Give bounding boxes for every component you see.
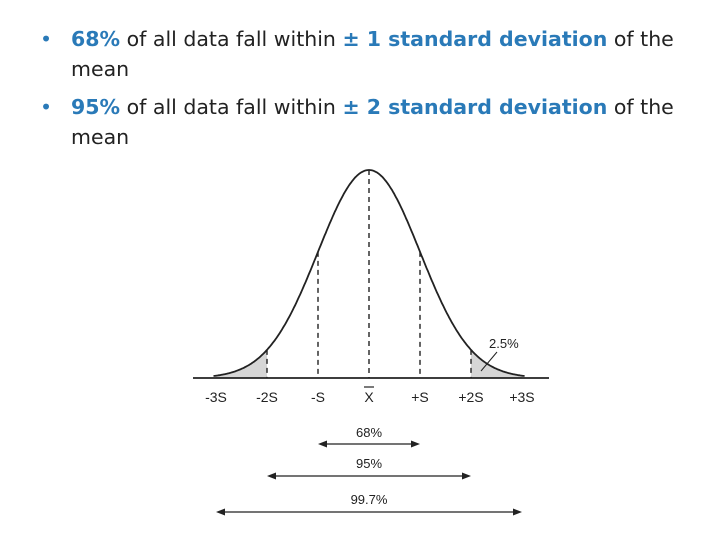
- bullet-text-end: of the mean: [71, 95, 674, 149]
- bullet-text: of all data fall within: [126, 27, 336, 51]
- axis-label-plus2s: +2S: [458, 389, 483, 405]
- range-arrows: 68% 95% 99.7%: [216, 425, 522, 516]
- arrowhead: [411, 440, 420, 448]
- arrowhead: [513, 508, 522, 516]
- range-label-997: 99.7%: [351, 492, 388, 507]
- arrowhead: [267, 472, 276, 480]
- arrowhead: [216, 508, 225, 516]
- range-2sd: ± 2 standard deviation: [342, 95, 608, 119]
- percent-95: 95%: [71, 95, 121, 119]
- range-label-68: 68%: [356, 425, 382, 440]
- left-tail-shade: [216, 349, 267, 378]
- bullet-text-end: of the mean: [71, 27, 674, 81]
- bullet-dot: •: [40, 27, 53, 51]
- axis-label-plus1s: +S: [411, 389, 429, 405]
- axis-labels: -3S -2S -S X +S +2S +3S: [205, 389, 535, 405]
- axis-label-minus1s: -S: [311, 389, 325, 405]
- right-tail-shade: [471, 349, 522, 378]
- bullet-list: • 68% of all data fall within ± 1 standa…: [40, 24, 700, 160]
- bullet-item-2sd: • 95% of all data fall within ± 2 standa…: [40, 92, 700, 152]
- bullet-dot: •: [40, 95, 53, 119]
- range-1sd: ± 1 standard deviation: [342, 27, 608, 51]
- bullet-text: of all data fall within: [126, 95, 336, 119]
- axis-label-mean: X: [364, 389, 374, 405]
- bullet-item-1sd: • 68% of all data fall within ± 1 standa…: [40, 24, 700, 84]
- percent-68: 68%: [71, 27, 121, 51]
- tail-percent-label: 2.5%: [489, 336, 519, 351]
- arrowhead: [318, 440, 327, 448]
- axis-label-plus3s: +3S: [509, 389, 534, 405]
- axis-label-minus3s: -3S: [205, 389, 227, 405]
- range-label-95: 95%: [356, 456, 382, 471]
- sd-markers: [266, 170, 472, 378]
- axis-label-minus2s: -2S: [256, 389, 278, 405]
- arrowhead: [462, 472, 471, 480]
- tail-pointer-line: [480, 351, 498, 372]
